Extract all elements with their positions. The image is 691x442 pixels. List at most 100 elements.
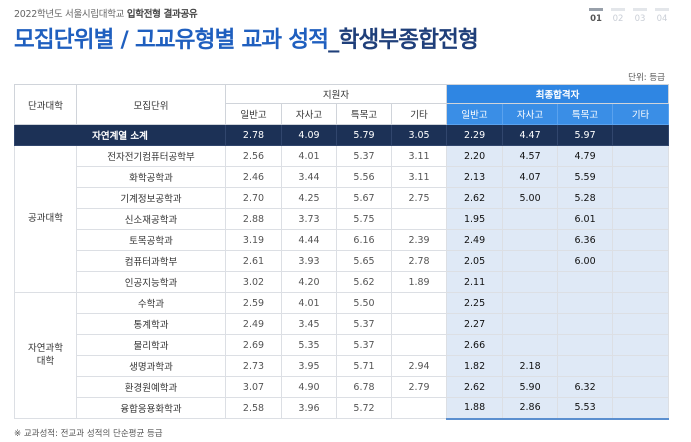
- app-cell: 2.79: [390, 376, 448, 398]
- header-app-autonomous: 자사고: [281, 103, 337, 125]
- fin-cell: 2.27: [446, 313, 504, 335]
- summary-cell: 4.09: [281, 124, 337, 146]
- fin-cell: 6.36: [557, 229, 614, 251]
- fin-cell: 2.13: [446, 166, 504, 188]
- table-row: 물리학과 2.69 5.35 5.37 2.66: [15, 334, 670, 356]
- app-cell: 2.46: [225, 166, 282, 188]
- fin-cell: [612, 292, 670, 314]
- unit-name: 환경원예학과: [76, 376, 226, 398]
- page-indicator-1[interactable]: 01: [589, 8, 603, 24]
- fin-cell: 1.95: [446, 208, 504, 230]
- app-cell: 5.37: [336, 145, 392, 167]
- fin-cell: 2.05: [446, 250, 504, 272]
- fin-cell: [502, 313, 559, 335]
- unit-name: 신소재공학과: [76, 208, 226, 230]
- app-cell: 5.35: [281, 334, 337, 356]
- app-cell: 2.58: [225, 397, 282, 419]
- app-cell: 1.89: [390, 271, 448, 293]
- app-cell: 5.75: [336, 208, 392, 230]
- fin-cell: [612, 397, 670, 420]
- fin-cell: 5.90: [502, 376, 559, 398]
- header-college: 단과대학: [14, 84, 77, 125]
- header-app-other: 기타: [390, 103, 448, 125]
- table-row: 환경원예학과 3.07 4.90 6.78 2.79 2.62 5.90 6.3…: [15, 376, 670, 398]
- app-cell: 5.67: [336, 187, 392, 209]
- app-cell: 5.71: [336, 355, 392, 377]
- unit-name: 화학공학과: [76, 166, 226, 188]
- table-row: 화학공학과 2.46 3.44 5.56 3.11 2.13 4.07 5.59: [15, 166, 670, 188]
- fin-cell: 4.57: [502, 145, 559, 167]
- unit-name: 생명과학과: [76, 355, 226, 377]
- header-app-general: 일반고: [225, 103, 282, 125]
- table-row: 통계학과 2.49 3.45 5.37 2.27: [15, 313, 670, 335]
- page-indicator-4[interactable]: 04: [655, 8, 669, 24]
- app-cell: 2.69: [225, 334, 282, 356]
- fin-cell: [612, 145, 670, 167]
- app-cell: [390, 397, 448, 419]
- fin-cell: 1.88: [446, 397, 504, 420]
- app-cell: 6.16: [336, 229, 392, 251]
- page-title: 모집단위별 / 고교유형별 교과 성적_학생부종합전형: [14, 22, 479, 54]
- fin-cell: 6.01: [557, 208, 614, 230]
- fin-cell: 2.20: [446, 145, 504, 167]
- footnote: ※ 교과성적: 전교과 성적의 단순평균 등급: [14, 429, 163, 439]
- fin-cell: [612, 166, 670, 188]
- top-caption: 2022학년도 서울시립대학교 입학전형 결과공유: [14, 6, 198, 20]
- unit-name: 기계정보공학과: [76, 187, 226, 209]
- fin-cell: [502, 292, 559, 314]
- fin-cell: [612, 334, 670, 356]
- app-cell: 5.56: [336, 166, 392, 188]
- table-row: 생명과학과 2.73 3.95 5.71 2.94 1.82 2.18: [15, 355, 670, 377]
- app-cell: 3.07: [225, 376, 282, 398]
- summary-row: 자연계열 소계 2.78 4.09 5.79 3.05 2.29 4.47 5.…: [14, 124, 670, 146]
- app-cell: 4.25: [281, 187, 337, 209]
- app-cell: 3.45: [281, 313, 337, 335]
- fin-cell: [557, 355, 614, 377]
- app-cell: 2.73: [225, 355, 282, 377]
- fin-cell: [612, 355, 670, 377]
- app-cell: 2.59: [225, 292, 282, 314]
- app-cell: 5.65: [336, 250, 392, 272]
- fin-cell: [502, 208, 559, 230]
- app-cell: 3.02: [225, 271, 282, 293]
- fin-cell: [502, 334, 559, 356]
- app-cell: 3.11: [390, 166, 448, 188]
- header-fin-general: 일반고: [446, 103, 504, 125]
- header-fin-other: 기타: [612, 103, 670, 125]
- app-cell: [390, 208, 448, 230]
- app-cell: 3.11: [390, 145, 448, 167]
- app-cell: 5.37: [336, 334, 392, 356]
- app-cell: 5.50: [336, 292, 392, 314]
- app-cell: 3.73: [281, 208, 337, 230]
- app-cell: 2.39: [390, 229, 448, 251]
- summary-cell: 2.78: [225, 124, 282, 146]
- fin-cell: 5.00: [502, 187, 559, 209]
- app-cell: 3.19: [225, 229, 282, 251]
- unit-name: 통계학과: [76, 313, 226, 335]
- app-cell: 2.75: [390, 187, 448, 209]
- table-row: 인공지능학과 3.02 4.20 5.62 1.89 2.11: [15, 271, 670, 293]
- app-cell: [390, 334, 448, 356]
- fin-cell: 2.62: [446, 187, 504, 209]
- app-cell: 3.44: [281, 166, 337, 188]
- fin-cell: [612, 208, 670, 230]
- top-caption-prefix: 2022학년도 서울시립대학교: [14, 9, 125, 20]
- fin-cell: 5.28: [557, 187, 614, 209]
- fin-cell: 6.32: [557, 376, 614, 398]
- fin-cell: 4.79: [557, 145, 614, 167]
- page-indicator-3[interactable]: 03: [633, 8, 647, 24]
- grade-table: 단과대학 모집단위 지원자 최종합격자 일반고 자사고 특목고 기타 일반고 자…: [14, 84, 670, 420]
- header-final: 최종합격자: [446, 84, 670, 104]
- fin-cell: [557, 271, 614, 293]
- page-indicator-2[interactable]: 02: [611, 8, 625, 24]
- fin-cell: [612, 313, 670, 335]
- fin-cell: [612, 187, 670, 209]
- app-cell: 4.44: [281, 229, 337, 251]
- app-cell: 2.70: [225, 187, 282, 209]
- app-cell: 3.93: [281, 250, 337, 272]
- fin-cell: [612, 229, 670, 251]
- header-app-special: 특목고: [336, 103, 392, 125]
- fin-cell: 2.11: [446, 271, 504, 293]
- table-row: 기계정보공학과 2.70 4.25 5.67 2.75 2.62 5.00 5.…: [15, 187, 670, 209]
- header-applicants: 지원자: [224, 84, 448, 104]
